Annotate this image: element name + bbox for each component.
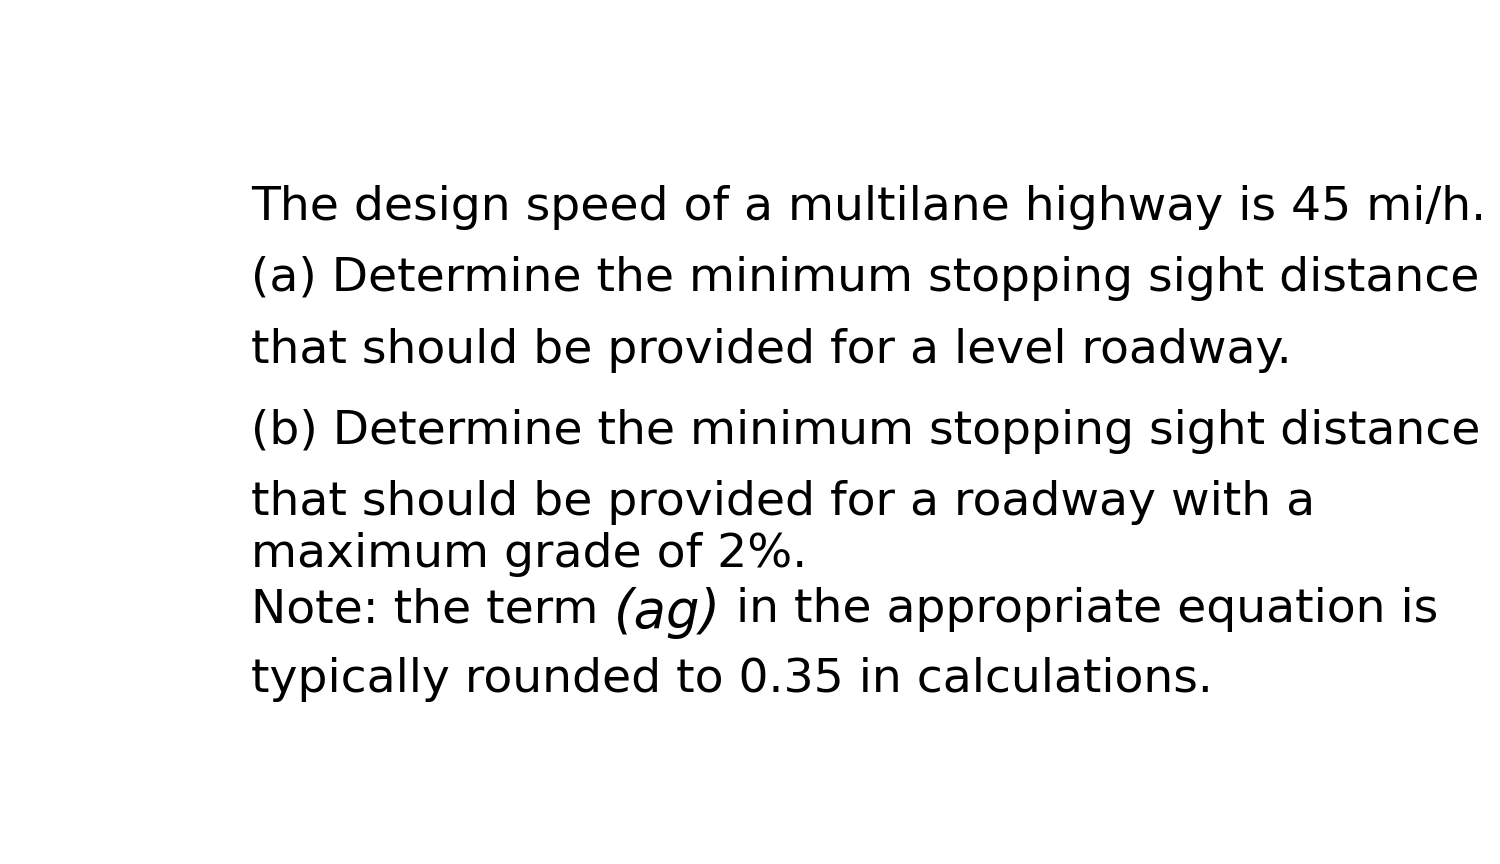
Text: typically rounded to 0.35 in calculations.: typically rounded to 0.35 in calculation… [252, 657, 1214, 702]
Text: that should be provided for a level roadway.: that should be provided for a level road… [252, 327, 1292, 372]
Text: The design speed of a multilane highway is 45 mi/h.: The design speed of a multilane highway … [252, 185, 1486, 230]
Text: that should be provided for a roadway with a: that should be provided for a roadway wi… [252, 480, 1316, 525]
Text: in the appropriate equation is: in the appropriate equation is [722, 588, 1438, 632]
Text: (b) Determine the minimum stopping sight distance: (b) Determine the minimum stopping sight… [252, 409, 1480, 454]
Text: Note: the term: Note: the term [252, 588, 614, 632]
Text: maximum grade of 2%.: maximum grade of 2%. [252, 532, 807, 577]
Text: (ag): (ag) [614, 588, 722, 639]
Text: (a) Determine the minimum stopping sight distance: (a) Determine the minimum stopping sight… [252, 256, 1480, 302]
